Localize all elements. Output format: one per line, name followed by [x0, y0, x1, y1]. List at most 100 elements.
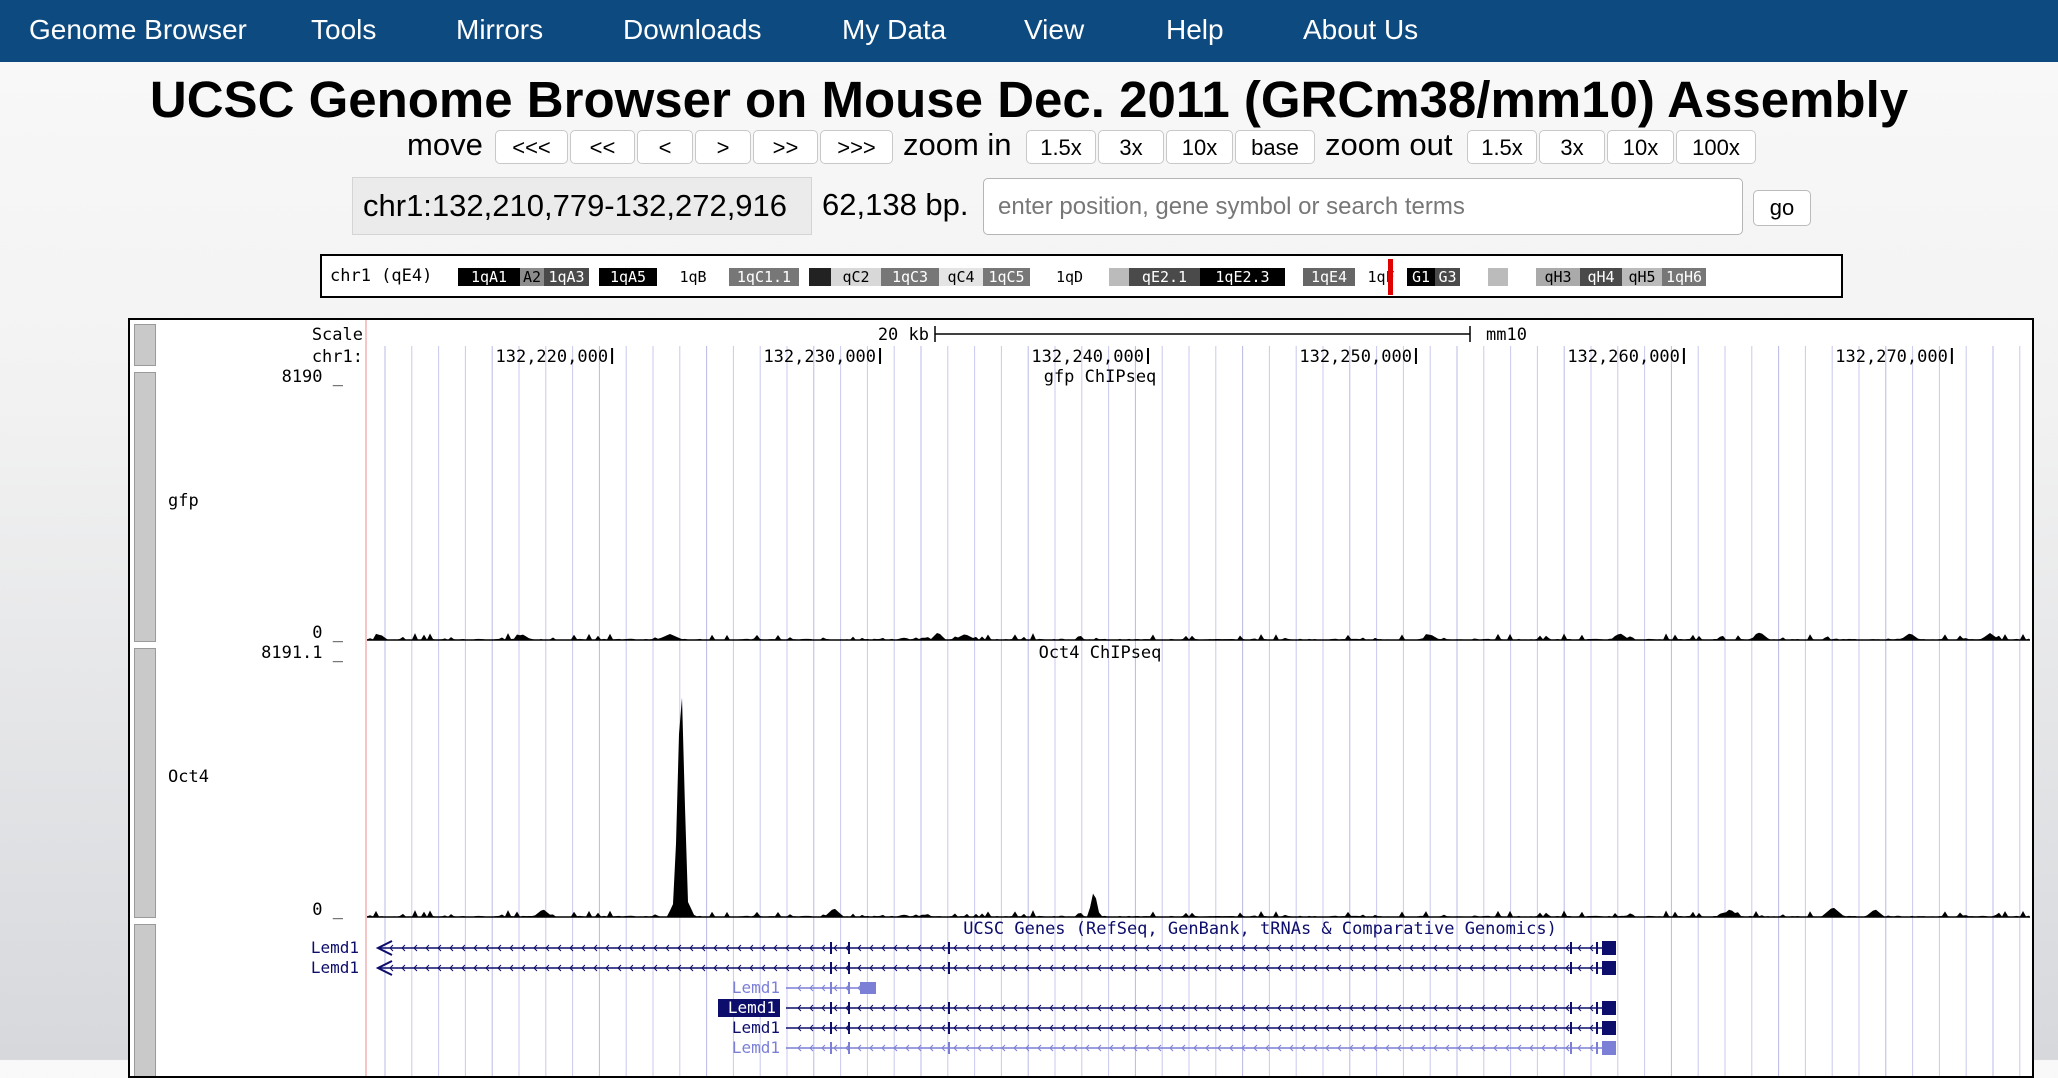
chromosome-ideogram[interactable]: chr1 (qE4) 1qA1 A2 1qA3 1qA5 1qB 1qC1.1 qC2 1qC… — [320, 254, 1843, 298]
gene-strand-arrow — [557, 964, 562, 972]
ideogram-band: 1qF — [1355, 268, 1407, 286]
gene-strand-arrow — [1037, 1024, 1042, 1032]
gene-strand-arrow — [1445, 1044, 1450, 1052]
gene-strand-arrow — [965, 1024, 970, 1032]
top-nav: Genome Browser Tools Mirrors Downloads M… — [0, 0, 2058, 62]
zoom-out-100x-button[interactable]: 100x — [1676, 130, 1756, 164]
zoom-out-10x-button[interactable]: 10x — [1607, 130, 1674, 164]
zoom-in-base-button[interactable]: base — [1235, 130, 1315, 164]
move-left-2-button[interactable]: << — [570, 130, 635, 164]
gene-strand-arrow — [1265, 944, 1270, 952]
zoom-in-10x-button[interactable]: 10x — [1166, 130, 1233, 164]
scale-label: Scale — [312, 325, 363, 345]
gene-strand-arrow — [1181, 1004, 1186, 1012]
gene-strand-arrow — [1517, 964, 1522, 972]
gene-strand-arrow — [1529, 964, 1534, 972]
gene-strand-arrow — [1493, 1004, 1498, 1012]
zoom-in-1-5x-button[interactable]: 1.5x — [1026, 130, 1096, 164]
gene-exon — [848, 962, 850, 974]
gene-strand-arrow — [905, 964, 910, 972]
gene-strand-arrow — [497, 944, 502, 952]
gene-strand-arrow — [1097, 964, 1102, 972]
ruler-track-side-button[interactable] — [134, 324, 156, 366]
gene-strand-arrow — [1541, 944, 1546, 952]
search-input[interactable] — [983, 178, 1743, 235]
gene-strand-arrow — [929, 1044, 934, 1052]
move-far-left-button[interactable]: <<< — [495, 130, 568, 164]
coordinate-label: 132,250,000 — [1299, 347, 1412, 367]
nav-genome-browser[interactable]: Genome Browser — [29, 14, 247, 45]
gene-strand-arrow — [1565, 944, 1570, 952]
gene-strand-arrow — [1121, 964, 1126, 972]
nav-help[interactable]: Help — [1166, 14, 1224, 45]
gene-strand-arrow — [1037, 1004, 1042, 1012]
gene-strand-arrow — [1133, 1024, 1138, 1032]
gene-strand-arrow — [1457, 944, 1462, 952]
gene-strand-arrow — [1181, 1024, 1186, 1032]
gene-strand-arrow — [797, 1044, 802, 1052]
move-far-right-button[interactable]: >>> — [820, 130, 893, 164]
gene-strand-arrow — [1061, 1024, 1066, 1032]
gene-strand-arrow — [1373, 1024, 1378, 1032]
gene-strand-arrow — [1505, 1024, 1510, 1032]
gene-strand-arrow — [1397, 964, 1402, 972]
gene-strand-arrow — [1193, 944, 1198, 952]
gene-strand-arrow — [1361, 1044, 1366, 1052]
track-image-panel[interactable]: Scale chr1: 20 kb mm10 132,220,000 132,230,00… — [128, 318, 2034, 1078]
gene-strand-arrow — [1421, 1024, 1426, 1032]
nav-downloads[interactable]: Downloads — [623, 14, 762, 45]
gene-strand-arrow — [1421, 964, 1426, 972]
move-left-button[interactable]: < — [637, 130, 693, 164]
ideogram-band: qE2.1 — [1129, 268, 1200, 286]
genes-track-side-button[interactable] — [134, 924, 156, 1076]
gene-strand-arrow — [881, 1024, 886, 1032]
coordinate-label: 132,270,000 — [1835, 347, 1948, 367]
gene-strand-arrow — [1001, 1044, 1006, 1052]
gene-strand-arrow — [1325, 1044, 1330, 1052]
gfp-track-side-button[interactable] — [134, 372, 156, 642]
go-button[interactable]: go — [1753, 190, 1811, 226]
gene-strand-arrow — [1025, 1044, 1030, 1052]
nav-mirrors[interactable]: Mirrors — [456, 14, 544, 45]
gene-strand-arrow — [1097, 1004, 1102, 1012]
gene-strand-arrow — [725, 944, 730, 952]
gene-strand-arrow — [1169, 964, 1174, 972]
gene-strand-arrow — [749, 964, 754, 972]
gene-exon — [1596, 1022, 1598, 1034]
nav-my-data[interactable]: My Data — [842, 14, 947, 45]
move-right-button[interactable]: > — [695, 130, 751, 164]
nav-tools[interactable]: Tools — [311, 14, 377, 45]
gene-strand-arrow — [1289, 1044, 1294, 1052]
oct4-track-side-button[interactable] — [134, 648, 156, 918]
gene-strand-arrow — [1289, 944, 1294, 952]
gene-strand-arrow — [1229, 1044, 1234, 1052]
gene-strand-arrow — [1505, 964, 1510, 972]
gene-strand-arrow — [1445, 1004, 1450, 1012]
gene-strand-arrow — [989, 944, 994, 952]
gene-strand-arrow — [425, 944, 430, 952]
gene-strand-arrow — [1361, 964, 1366, 972]
gene-strand-arrow — [821, 944, 826, 952]
gene-strand-arrow — [1205, 1024, 1210, 1032]
ideogram-band — [1488, 268, 1508, 286]
zoom-out-1-5x-button[interactable]: 1.5x — [1467, 130, 1537, 164]
gene-strand-arrow — [1181, 964, 1186, 972]
gene-strand-arrow — [1193, 1004, 1198, 1012]
nav-view[interactable]: View — [1024, 14, 1085, 45]
page-title: UCSC Genome Browser on Mouse Dec. 2011 (… — [149, 71, 1909, 128]
gene-strand-arrow — [1229, 964, 1234, 972]
gene-strand-arrow — [1073, 1044, 1078, 1052]
zoom-in-3x-button[interactable]: 3x — [1098, 130, 1164, 164]
gene-strand-arrow — [1337, 964, 1342, 972]
nav-about-us[interactable]: About Us — [1303, 14, 1419, 45]
move-right-2-button[interactable]: >> — [753, 130, 818, 164]
gene-strand-arrow — [929, 1004, 934, 1012]
gene-strand-arrow — [1229, 1004, 1234, 1012]
gene-strand-arrow — [1193, 1044, 1198, 1052]
zoom-out-3x-button[interactable]: 3x — [1539, 130, 1605, 164]
gene-strand-arrow — [1265, 1024, 1270, 1032]
gene-strand-arrow — [485, 964, 490, 972]
gene-strand-arrow — [581, 944, 586, 952]
ideogram-band: A2 — [520, 268, 544, 286]
gene-strand-arrow — [905, 1024, 910, 1032]
